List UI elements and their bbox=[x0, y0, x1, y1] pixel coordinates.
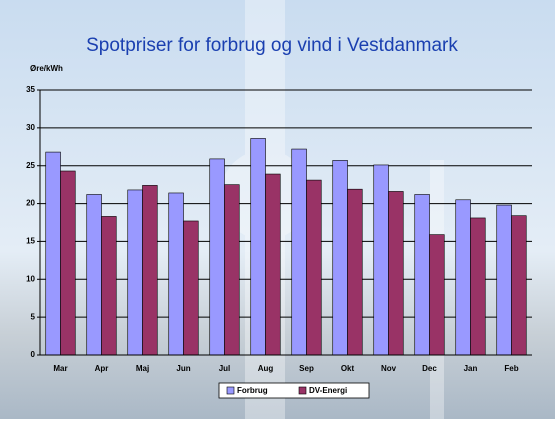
y-tick-label: 30 bbox=[26, 123, 35, 132]
bar bbox=[128, 190, 143, 355]
bar bbox=[348, 189, 363, 355]
x-tick-label: Mar bbox=[53, 364, 67, 373]
bar bbox=[333, 160, 348, 355]
y-tick-label: 35 bbox=[26, 85, 35, 94]
bar bbox=[456, 200, 471, 355]
x-tick-label: Jun bbox=[176, 364, 190, 373]
y-tick-label: 5 bbox=[31, 312, 36, 321]
bar bbox=[471, 218, 486, 355]
chart: Spotpriser for forbrug og vind i Vestdan… bbox=[0, 0, 555, 419]
bar bbox=[184, 221, 199, 355]
y-tick-label: 0 bbox=[31, 350, 36, 359]
bar bbox=[374, 165, 389, 355]
bar bbox=[497, 205, 512, 355]
bar bbox=[225, 185, 240, 355]
x-tick-label: Jan bbox=[464, 364, 478, 373]
legend-label: Forbrug bbox=[237, 386, 268, 395]
y-axis-label: Øre/kWh bbox=[30, 64, 63, 73]
legend-swatch bbox=[299, 387, 306, 394]
x-tick-label: Aug bbox=[258, 364, 274, 373]
bar bbox=[143, 185, 158, 355]
bar bbox=[46, 152, 61, 355]
bar bbox=[292, 149, 307, 355]
bar bbox=[430, 235, 445, 355]
legend-swatch bbox=[227, 387, 234, 394]
y-tick-label: 25 bbox=[26, 161, 35, 170]
y-tick-label: 10 bbox=[26, 274, 35, 283]
bar bbox=[102, 216, 117, 355]
x-tick-label: Okt bbox=[341, 364, 355, 373]
bar bbox=[389, 191, 404, 355]
bar bbox=[87, 194, 102, 355]
bar bbox=[251, 138, 266, 355]
x-tick-label: Apr bbox=[95, 364, 109, 373]
legend-label: DV-Energi bbox=[309, 386, 347, 395]
bar bbox=[61, 171, 76, 355]
x-tick-label: Dec bbox=[422, 364, 437, 373]
x-tick-label: Feb bbox=[504, 364, 518, 373]
x-tick-label: Jul bbox=[219, 364, 231, 373]
bar bbox=[512, 216, 527, 355]
x-tick-label: Nov bbox=[381, 364, 397, 373]
bar bbox=[169, 193, 184, 355]
bar bbox=[415, 194, 430, 355]
y-tick-label: 20 bbox=[26, 199, 35, 208]
x-tick-label: Maj bbox=[136, 364, 149, 373]
x-tick-label: Sep bbox=[299, 364, 314, 373]
bar bbox=[307, 180, 322, 355]
y-tick-label: 15 bbox=[26, 237, 35, 246]
bar bbox=[266, 174, 281, 355]
bar bbox=[210, 159, 225, 355]
chart-title: Spotpriser for forbrug og vind i Vestdan… bbox=[86, 35, 458, 56]
